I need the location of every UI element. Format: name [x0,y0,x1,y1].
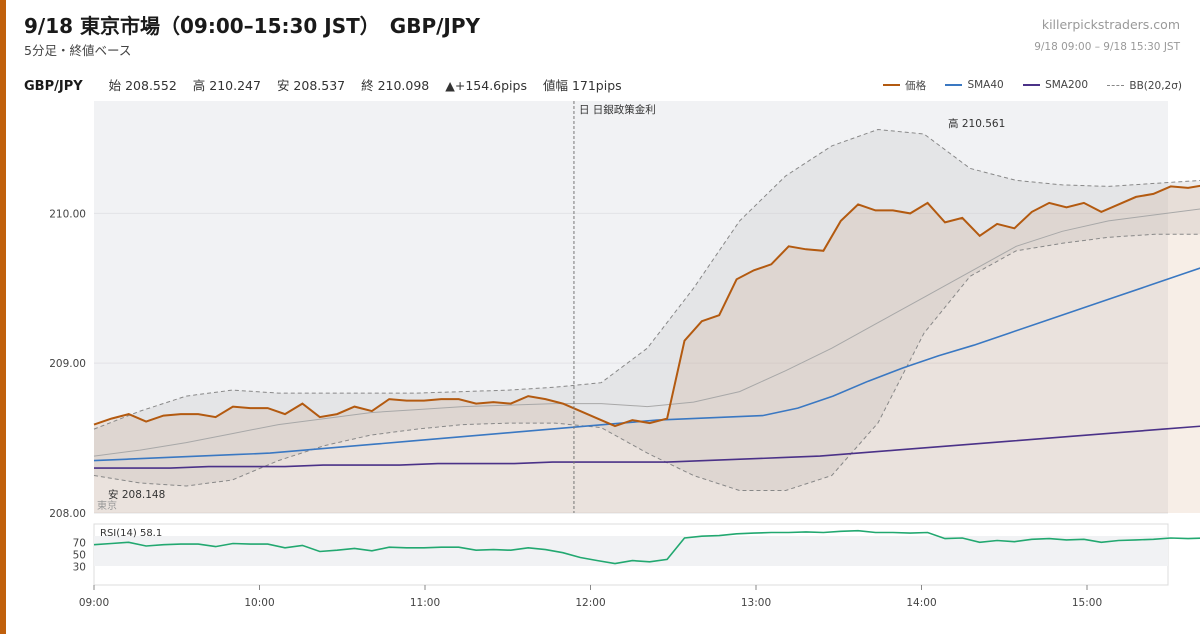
legend-item-sma40[interactable]: SMA40 [945,79,1004,91]
x-tick-label: 09:00 [79,597,109,609]
high-annotation: 高 210.561 [948,117,1005,130]
event-label: 日 日銀政策金利 [579,103,656,116]
page-title: 9/18 東京市場（09:00–15:30 JST） GBP/JPY [24,14,480,38]
legend-label-price: 価格 [905,79,927,92]
x-tick-label: 15:00 [1072,597,1102,609]
legend-item-sma200[interactable]: SMA200 [1023,79,1088,91]
legend-swatch-price [883,84,901,86]
stat-change: ▲+154.6pips [445,78,527,93]
price-line [93,184,1200,428]
y-tick-label: 209.00 [49,358,86,370]
low-annotation: 安 208.148 [108,488,165,501]
legend-swatch-bb [1107,85,1125,86]
stat-range: 値幅 171pips [542,78,622,93]
legend-label-sma40: SMA40 [967,79,1004,91]
x-tick-label: 12:00 [575,597,605,609]
date-range: 9/18 09:00 – 9/18 15:30 JST [1034,41,1180,53]
bb-middle-line [93,208,1200,457]
chart-legend: 価格 SMA40 SMA200 BB(20,2σ) [867,77,1182,93]
y-tick-label: 208.00 [49,508,86,520]
rsi-tick-label: 50 [73,550,86,562]
stat-close: 終 210.098 [361,78,430,93]
stat-high: 高 210.247 [192,78,261,93]
bb-band-fill [94,129,1200,491]
page-subtitle: 5分足・終値ベース [24,43,132,58]
sma40-line [93,267,1200,462]
stat-low: 安 208.537 [276,78,346,93]
legend-swatch-sma200 [1023,84,1041,86]
rsi-tick-label: 30 [73,562,86,574]
rsi-line [93,529,1200,565]
legend-swatch-sma40 [945,84,963,86]
stat-open: 始 208.552 [108,78,177,93]
stats-bar: GBP/JPY 始 208.552 高 210.247 安 208.537 終 … [24,75,634,94]
rsi-tick-label: 70 [73,537,86,549]
rsi-label: RSI(14) 58.1 [100,528,162,539]
x-tick-label: 14:00 [906,597,936,609]
legend-label-bb: BB(20,2σ) [1129,79,1182,92]
main-plot-background [94,101,1168,513]
legend-label-sma200: SMA200 [1045,79,1089,91]
price-area-fill [94,185,1200,513]
sma200-line [94,425,1200,469]
y-tick-label: 210.00 [49,208,86,220]
x-tick-label: 11:00 [410,597,440,609]
session-label: 東京 [97,499,117,512]
legend-item-price[interactable]: 価格 [883,78,926,93]
legend-item-bb[interactable]: BB(20,2σ) [1107,80,1182,92]
brand-link[interactable]: killerpickstraders.com [1041,17,1180,32]
pair-label: GBP/JPY [24,79,83,94]
x-tick-label: 13:00 [741,597,771,609]
x-tick-label: 10:00 [244,597,274,609]
accent-bar [0,0,6,634]
